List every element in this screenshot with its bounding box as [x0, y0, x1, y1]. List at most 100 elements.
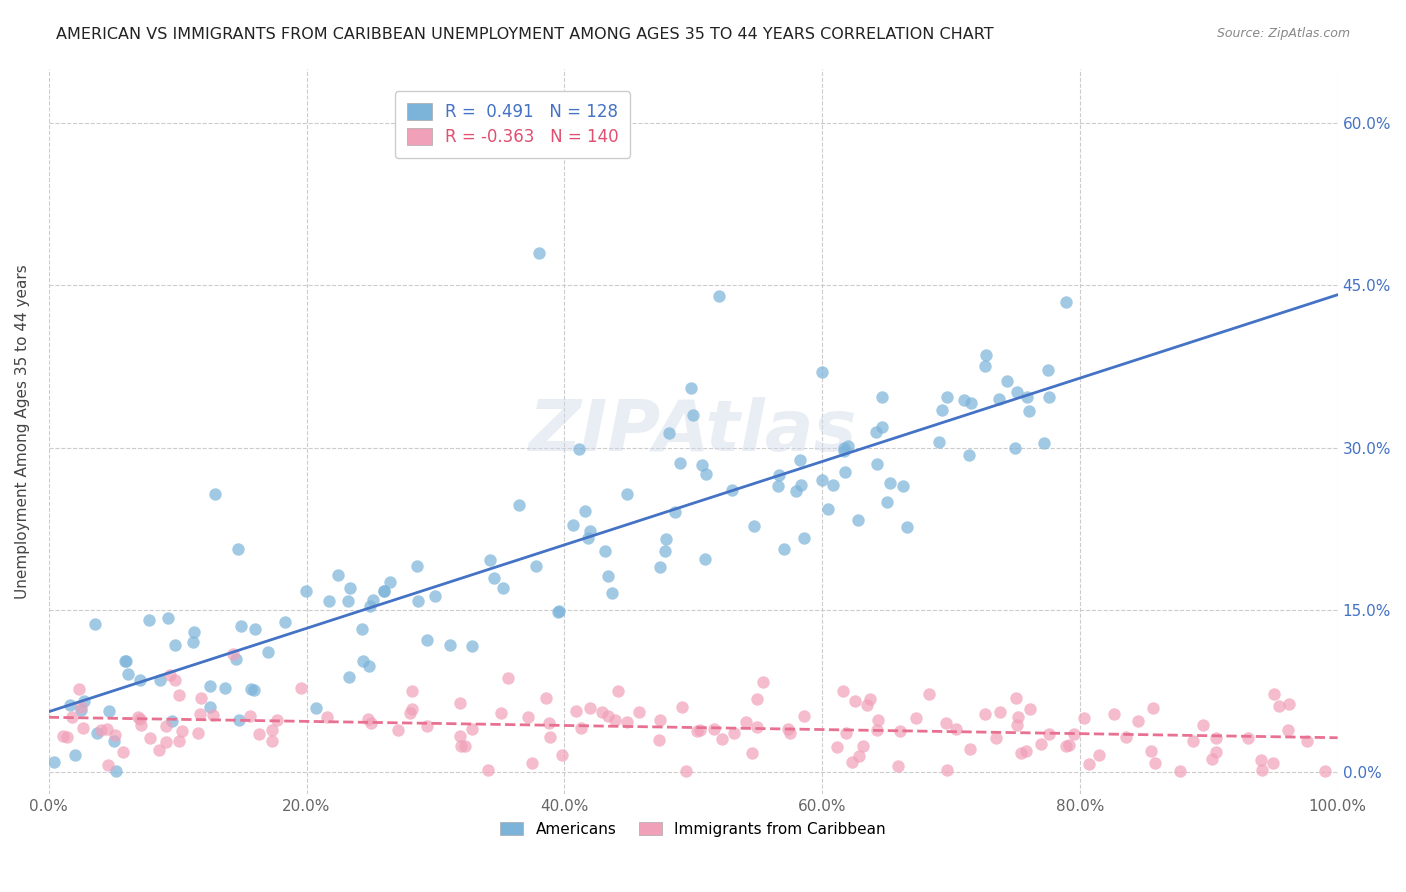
Point: [1004, 441, 1026, 455]
Point: [1010, 747, 1032, 761]
Point: [548, 604, 571, 618]
Point: [1014, 743, 1036, 757]
Point: [602, 586, 624, 600]
Point: [148, 743, 170, 757]
Point: [690, 458, 713, 472]
Point: [779, 725, 801, 739]
Point: [931, 403, 953, 417]
Point: [841, 755, 863, 769]
Point: [104, 728, 127, 742]
Point: [373, 584, 395, 599]
Point: [1038, 727, 1060, 741]
Point: [1250, 753, 1272, 767]
Point: [183, 624, 205, 639]
Point: [159, 668, 181, 682]
Point: [579, 524, 602, 539]
Point: [1168, 764, 1191, 779]
Point: [785, 483, 807, 498]
Point: [887, 758, 910, 772]
Point: [163, 673, 186, 687]
Point: [1144, 756, 1167, 771]
Point: [959, 742, 981, 756]
Point: [846, 513, 869, 527]
Point: [576, 531, 599, 545]
Point: [628, 705, 651, 719]
Point: [97, 758, 120, 772]
Point: [84, 616, 107, 631]
Point: [957, 448, 980, 462]
Point: [204, 487, 226, 501]
Point: [1031, 737, 1053, 751]
Point: [1077, 756, 1099, 771]
Point: [671, 700, 693, 714]
Point: [952, 393, 974, 408]
Point: [918, 687, 941, 701]
Point: [242, 682, 264, 697]
Point: [565, 704, 588, 718]
Point: [689, 723, 711, 737]
Point: [360, 715, 382, 730]
Point: [606, 684, 628, 698]
Point: [339, 581, 361, 595]
Point: [648, 559, 671, 574]
Point: [616, 715, 638, 730]
Point: [896, 520, 918, 534]
Point: [357, 712, 380, 726]
Point: [1263, 687, 1285, 701]
Point: [73, 694, 96, 708]
Point: [96, 723, 118, 737]
Point: [1237, 731, 1260, 746]
Point: [359, 599, 381, 613]
Point: [262, 723, 284, 738]
Point: [742, 519, 765, 533]
Point: [973, 706, 995, 721]
Point: [768, 467, 790, 482]
Point: [1295, 734, 1317, 748]
Point: [461, 723, 484, 737]
Point: [114, 654, 136, 668]
Point: [789, 453, 811, 467]
Point: [538, 716, 561, 731]
Point: [681, 381, 703, 395]
Point: [449, 730, 471, 744]
Point: [67, 681, 90, 696]
Point: [598, 569, 620, 583]
Point: [408, 594, 430, 608]
Point: [239, 709, 262, 723]
Point: [517, 710, 540, 724]
Point: [294, 583, 316, 598]
Point: [1073, 711, 1095, 725]
Point: [243, 622, 266, 636]
Point: [387, 723, 409, 737]
Point: [336, 594, 359, 608]
Point: [129, 673, 152, 687]
Point: [478, 553, 501, 567]
Point: [198, 679, 221, 693]
Point: [524, 559, 547, 574]
Point: [1263, 756, 1285, 770]
Point: [316, 710, 339, 724]
Point: [170, 724, 193, 739]
Point: [1140, 744, 1163, 758]
Point: [928, 434, 950, 449]
Point: [1054, 294, 1077, 309]
Point: [59, 698, 82, 712]
Point: [225, 652, 247, 666]
Point: [1005, 690, 1028, 705]
Point: [1205, 745, 1227, 759]
Point: [181, 635, 204, 649]
Point: [1007, 709, 1029, 723]
Point: [703, 722, 725, 736]
Point: [773, 542, 796, 557]
Point: [1057, 738, 1080, 752]
Point: [398, 706, 420, 720]
Point: [423, 589, 446, 603]
Point: [766, 479, 789, 493]
Point: [401, 684, 423, 698]
Point: [986, 731, 1008, 746]
Point: [811, 473, 834, 487]
Point: [214, 681, 236, 696]
Point: [876, 494, 898, 508]
Point: [90, 723, 112, 738]
Point: [188, 706, 211, 721]
